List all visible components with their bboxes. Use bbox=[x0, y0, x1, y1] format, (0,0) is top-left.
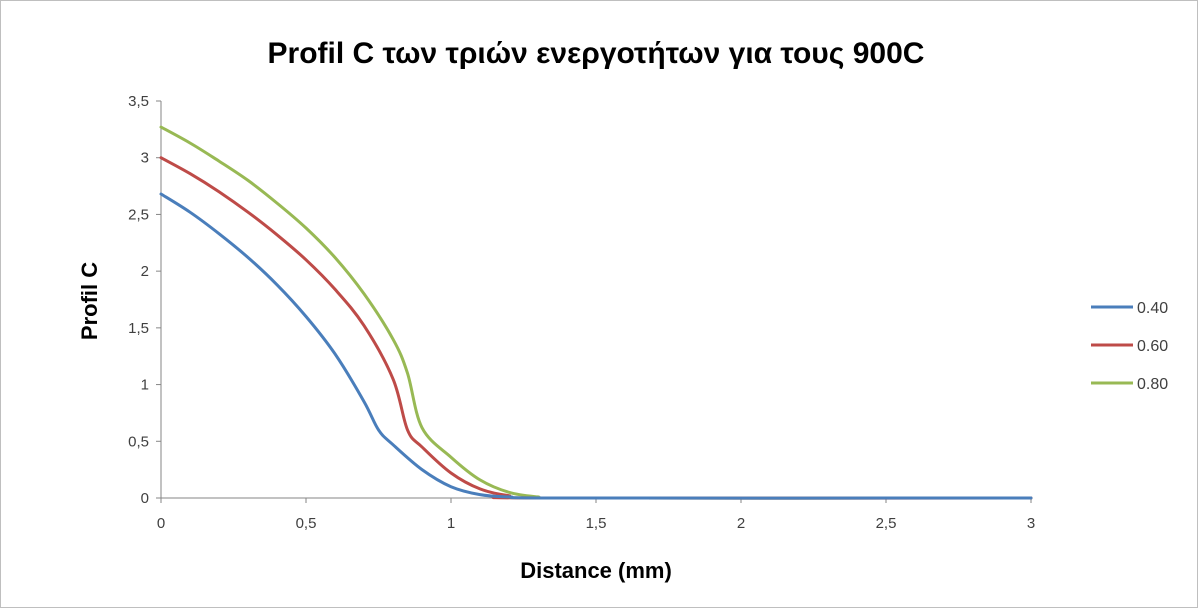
legend-label-0.80: 0.80 bbox=[1137, 376, 1168, 393]
y-tick-label: 0,5 bbox=[128, 433, 149, 450]
series-line-0.40 bbox=[159, 192, 1033, 500]
x-tick-label: 1 bbox=[447, 515, 455, 532]
legend-label-0.40: 0.40 bbox=[1137, 300, 1168, 317]
y-tick-label: 2 bbox=[141, 263, 149, 280]
y-tick-label: 1 bbox=[141, 377, 149, 394]
x-tick-label: 3 bbox=[1027, 515, 1035, 532]
y-tick-label: 1,5 bbox=[128, 320, 149, 337]
legend: 0.40 0.60 0.80 bbox=[1091, 300, 1168, 393]
y-tick-label: 3,5 bbox=[128, 93, 149, 110]
x-tick-label: 0 bbox=[157, 515, 165, 532]
series-line-0.60 bbox=[159, 156, 1033, 500]
y-tick-label: 2,5 bbox=[128, 206, 149, 223]
y-axis-title: Profil C bbox=[77, 262, 102, 340]
chart-title: Profil C των τριών ενεργοτήτων για τους … bbox=[268, 37, 925, 70]
series-line-0.80 bbox=[159, 125, 1033, 500]
axes: 0 0,5 1 1,5 2 2,5 3 3,5 0 0,5 1 1,5 2 2,5 3 bbox=[128, 93, 1035, 532]
legend-label-0.60: 0.60 bbox=[1137, 338, 1168, 355]
x-axis-title: Distance (mm) bbox=[520, 558, 672, 583]
y-tick-label: 3 bbox=[141, 150, 149, 167]
series-layer bbox=[159, 125, 1033, 500]
x-tick-label: 2,5 bbox=[876, 515, 897, 532]
x-tick-label: 1,5 bbox=[586, 515, 607, 532]
y-tick-label: 0 bbox=[141, 490, 149, 507]
x-tick-label: 2 bbox=[737, 515, 745, 532]
x-tick-label: 0,5 bbox=[296, 515, 317, 532]
